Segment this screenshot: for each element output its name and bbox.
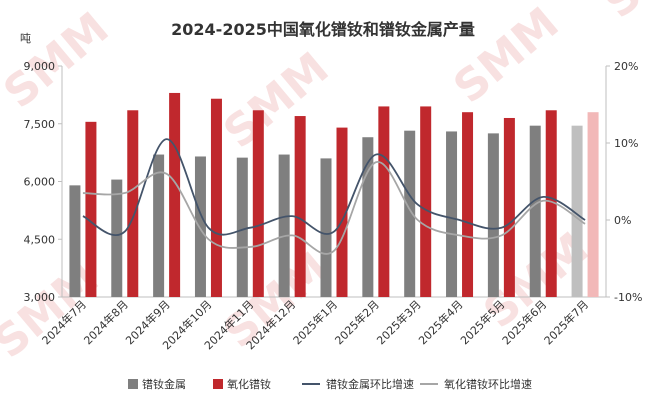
bar-氧化镨钕-2025年2月 (378, 106, 390, 297)
bar-氧化镨钕-2025年3月 (420, 106, 432, 297)
bar-镨钕金属-2025年1月 (320, 158, 332, 297)
bar-镨钕金属-2025年2月 (362, 137, 374, 297)
watermark-text: SMM (594, 0, 646, 28)
bar-氧化镨钕-2025年1月 (336, 127, 348, 297)
legend-label: 镨钕金属 (142, 377, 186, 391)
bar-镨钕金属-2025年5月 (487, 133, 499, 297)
bar-氧化镨钕-2024年11月 (252, 110, 264, 298)
chart-title: 2024-2025中国氧化镨钕和镨钕金属产量 (171, 20, 475, 39)
bars (69, 92, 599, 298)
line-氧化镨钕环比增速 (82, 161, 586, 255)
bar-镨钕金属-2024年9月 (153, 154, 165, 297)
bar-氧化镨钕-2024年7月 (85, 121, 97, 297)
bar-镨钕金属-2025年3月 (404, 130, 416, 297)
bar-氧化镨钕-2025年7月 (587, 112, 599, 297)
bar-氧化镨钕-2025年5月 (503, 117, 515, 297)
bar-镨钕金属-2024年8月 (111, 179, 123, 297)
bar-氧化镨钕-2024年10月 (210, 98, 222, 297)
legend-swatch (128, 379, 138, 389)
y2-tick-label: 10% (614, 137, 638, 150)
bar-镨钕金属-2025年7月 (571, 125, 583, 297)
y-axis-unit: 吨 (20, 32, 31, 45)
bar-氧化镨钕-2025年4月 (462, 112, 474, 297)
y-tick-label: 4,500 (24, 233, 56, 246)
x-tick-label: 2025年2月 (332, 297, 382, 347)
legend-swatch (213, 379, 223, 389)
y2-tick-label: -10% (614, 291, 642, 304)
bar-镨钕金属-2024年11月 (236, 157, 248, 297)
bar-氧化镨钕-2024年8月 (127, 110, 139, 298)
lines (82, 138, 586, 255)
bar-镨钕金属-2024年12月 (278, 154, 290, 297)
legend-label: 镨钕金属环比增速 (326, 377, 414, 391)
bar-氧化镨钕-2024年12月 (294, 116, 306, 297)
bar-镨钕金属-2025年4月 (446, 131, 458, 297)
x-tick-label: 2025年3月 (374, 297, 424, 347)
bar-镨钕金属-2025年6月 (529, 125, 541, 297)
x-tick-label: 2025年7月 (541, 297, 591, 347)
y2-tick-label: 20% (614, 60, 638, 73)
watermark-text: SMM (214, 43, 338, 159)
y2-tick-label: 0% (614, 214, 631, 227)
legend-label: 氧化镨钕 (227, 377, 271, 391)
y-tick-label: 6,000 (24, 176, 56, 189)
line-镨钕金属环比增速 (82, 138, 586, 236)
x-tick-label: 2025年4月 (415, 297, 465, 347)
y-tick-label: 3,000 (24, 291, 56, 304)
bar-镨钕金属-2024年7月 (69, 185, 81, 297)
y-tick-label: 7,500 (24, 118, 56, 131)
axes: 3,000 4,500 6,000 7,500 9,000 -10% 0% 10% 20% (24, 60, 643, 304)
watermark-text: SMM (444, 0, 568, 113)
y-tick-label: 9,000 (24, 60, 56, 73)
legend-label: 氧化镨钕环比增速 (444, 377, 532, 391)
bar-氧化镨钕-2025年6月 (545, 110, 557, 298)
watermark-text: SMM (214, 243, 338, 359)
watermark-text: SMM (0, 3, 118, 119)
legend: 镨钕金属 氧化镨钕 镨钕金属环比增速 氧化镨钕环比增速 (128, 377, 532, 391)
bar-氧化镨钕-2024年9月 (169, 92, 181, 297)
bar-镨钕金属-2024年10月 (194, 156, 206, 297)
